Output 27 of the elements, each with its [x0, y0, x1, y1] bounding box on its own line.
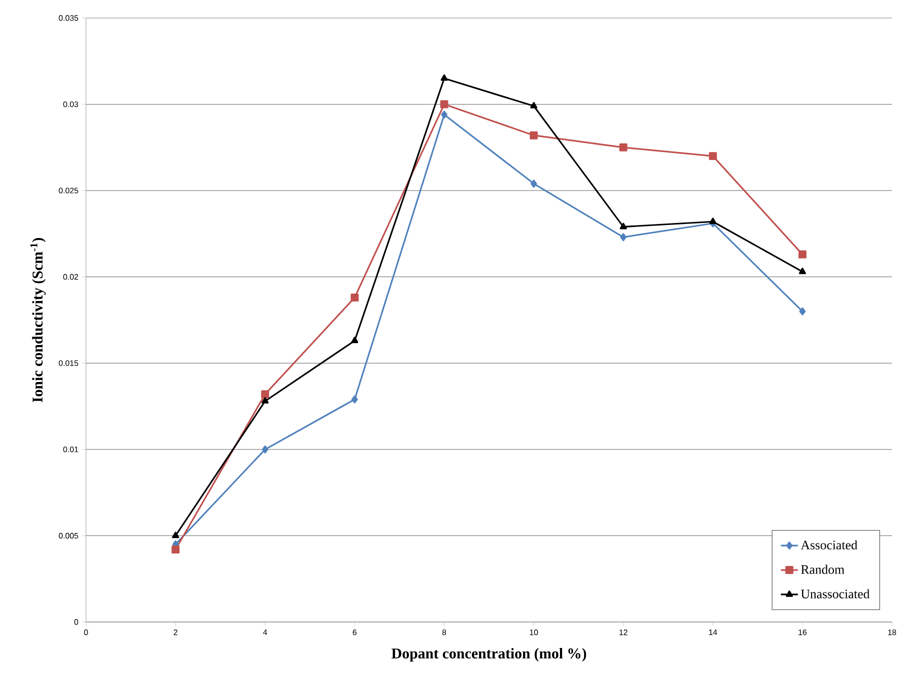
point: [708, 152, 717, 160]
point: [530, 180, 537, 188]
point: [440, 74, 448, 81]
point: [350, 294, 359, 302]
point: [798, 250, 806, 258]
point: [530, 102, 538, 108]
point: [172, 546, 180, 554]
point: [351, 395, 358, 404]
point: [620, 233, 627, 242]
point: [620, 222, 627, 230]
point: [440, 100, 448, 108]
point: [709, 218, 716, 224]
legend-label: Associated: [800, 540, 858, 550]
point: [172, 532, 180, 538]
point: [798, 268, 806, 274]
legend-label: Random: [801, 564, 844, 574]
point: [262, 445, 268, 454]
x-axis-title: Dopant concentration (mol %): [392, 648, 586, 662]
point: [351, 336, 358, 344]
point: [262, 397, 269, 404]
y-axis-title: Ionic conductivity (Scm$^{-1}$): [30, 238, 46, 402]
legend-label: Unassociated: [800, 589, 870, 598]
point: [619, 143, 628, 152]
point: [530, 131, 538, 140]
point: [799, 307, 806, 316]
point: [261, 390, 270, 398]
point: [441, 110, 448, 119]
